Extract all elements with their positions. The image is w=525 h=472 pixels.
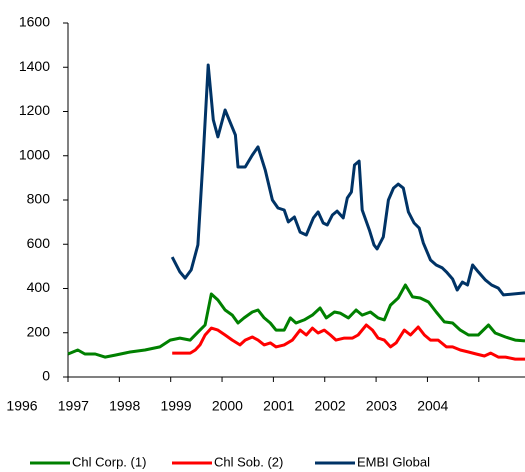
- y-tick-label: 400: [27, 279, 51, 295]
- x-tick-label: 2000: [212, 398, 243, 414]
- y-tick-label: 0: [42, 368, 50, 384]
- legend-label: Chl Sob. (2): [214, 454, 283, 469]
- x-tick-label: 2003: [366, 398, 397, 414]
- x-tick-label: 1998: [109, 398, 140, 414]
- legend-label: Chl Corp. (1): [72, 454, 146, 469]
- x-tick-label: 2004: [417, 398, 448, 414]
- series-line: [67, 283, 525, 359]
- x-tick-label: 2001: [263, 398, 294, 414]
- y-tick-label: 800: [27, 191, 51, 207]
- legend: Chl Corp. (1) Chl Sob. (2) EMBI Global: [30, 454, 430, 469]
- series-line: [170, 63, 525, 297]
- y-tick-label: 200: [27, 323, 51, 339]
- x-tick-label: 1999: [160, 398, 191, 414]
- x-tick-label: 2002: [315, 398, 346, 414]
- series-line: [172, 323, 525, 361]
- x-tick-label: 1996: [6, 398, 37, 414]
- y-tick-label: 600: [27, 235, 51, 251]
- x-tick-label: 1997: [58, 398, 89, 414]
- y-tick-label: 1600: [19, 14, 50, 30]
- y-tick-label: 1400: [19, 58, 50, 74]
- y-tick-label: 1000: [19, 146, 50, 162]
- y-tick-label: 1200: [19, 102, 50, 118]
- legend-label: EMBI Global: [357, 454, 430, 469]
